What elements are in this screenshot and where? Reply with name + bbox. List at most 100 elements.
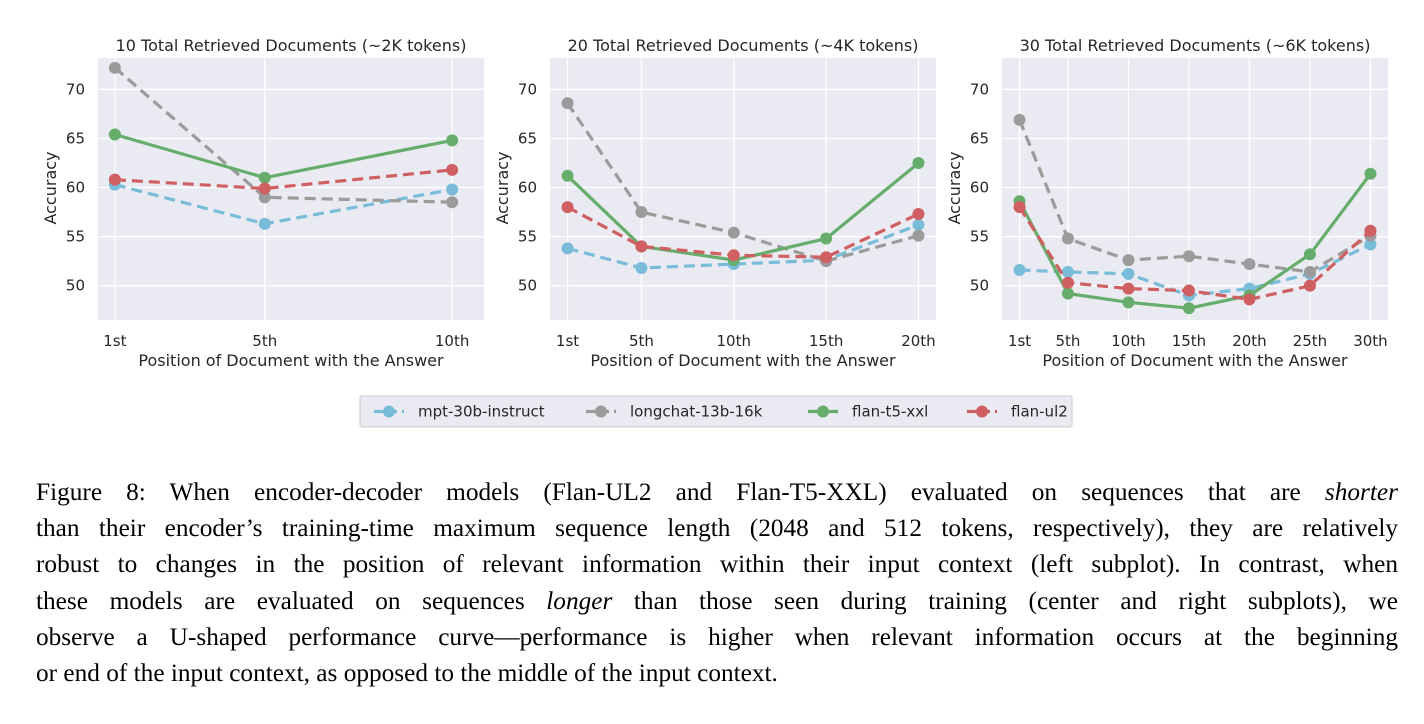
caption-line-4: these models are evaluated on sequences … (36, 583, 1398, 619)
y-tick-label: 65 (970, 129, 989, 147)
data-point (1122, 282, 1135, 295)
x-tick-label: 10th (717, 332, 751, 350)
legend-label: longchat-13b-16k (630, 403, 763, 421)
data-point (446, 163, 459, 176)
data-point (635, 206, 648, 219)
x-tick-label: 15th (809, 332, 843, 350)
caption-line-5: observe a U-shaped performance curve—per… (36, 622, 1398, 651)
legend-entry-longchat-13b-16k: longchat-13b-16k (586, 403, 763, 421)
legend-marker (383, 405, 395, 418)
x-tick-label: 10th (435, 332, 469, 350)
data-point (561, 169, 574, 182)
data-point (108, 173, 121, 186)
x-axis-label: Position of Document with the Answer (138, 351, 444, 370)
caption-text: these models are evaluated on sequences (36, 586, 547, 615)
data-point (258, 171, 271, 184)
data-point (561, 242, 574, 255)
data-point (1061, 265, 1074, 278)
data-point (727, 226, 740, 239)
legend-label: flan-ul2 (1011, 403, 1068, 421)
x-tick-label: 20th (1232, 332, 1266, 350)
y-tick-label: 55 (518, 228, 537, 246)
x-tick-label: 25th (1293, 332, 1327, 350)
y-tick-label: 65 (518, 129, 537, 147)
legend-items: mpt-30b-instruct longchat-13b-16k flan-t5-… (374, 403, 1068, 421)
y-tick-label: 60 (518, 179, 537, 197)
data-point (108, 128, 121, 141)
x-tick-label: 10th (1111, 332, 1145, 350)
legend-entry-flan-t5-xxl: flan-t5-xxl (808, 403, 928, 421)
x-axis-label: Position of Document with the Answer (1042, 351, 1348, 370)
data-point (1364, 238, 1377, 251)
series-longchat-13b-16k (108, 61, 459, 209)
figure: 50 55 60 65 70 1st 5th 10th 10 Total Retrieved D… (41, 36, 1388, 428)
data-point (1182, 250, 1195, 263)
data-point (561, 201, 574, 214)
data-point (1243, 258, 1256, 271)
data-point (258, 217, 271, 230)
y-tick-label: 70 (518, 80, 537, 98)
y-tick-label: 55 (66, 228, 85, 246)
data-point (1013, 201, 1026, 214)
data-point (727, 249, 740, 262)
y-tick-label: 60 (970, 179, 989, 197)
series-flan-t5-xxl (1013, 167, 1377, 315)
legend-entry-flan-ul2: flan-ul2 (967, 403, 1068, 421)
data-point (1364, 224, 1377, 237)
data-point (1013, 113, 1026, 126)
data-point (1364, 167, 1377, 180)
x-tick-label: 15th (1172, 332, 1206, 350)
legend-frame (359, 395, 1073, 428)
subplot-1: 50 55 60 65 70 1st 5th 10th 10 Total Retrieved D… (41, 36, 484, 370)
data-point (912, 218, 925, 231)
y-tick-label: 70 (970, 80, 989, 98)
data-point (635, 240, 648, 253)
y-axis-label: Accuracy (41, 151, 60, 224)
series-flan-ul2 (1013, 201, 1377, 306)
data-point (1122, 267, 1135, 280)
subplot-2: 50 55 60 65 70 1st 5th 10th 15th 20th 20 Total Ret… (493, 36, 936, 370)
data-point (1182, 284, 1195, 297)
caption-emphasis-longer: longer (546, 586, 613, 615)
plot-area (550, 58, 936, 320)
data-point (912, 208, 925, 221)
data-point (1061, 276, 1074, 289)
legend: mpt-30b-instruct longchat-13b-16k flan-t5-… (359, 395, 1073, 428)
y-tick-label: 50 (518, 277, 537, 295)
caption-text: than those seen during training (center … (612, 586, 1398, 615)
data-point (912, 229, 925, 242)
y-tick-label: 60 (66, 179, 85, 197)
caption-line-1: Figure 8: When encoder-decoder models (F… (36, 474, 1398, 510)
legend-entry-mpt-30b-instruct: mpt-30b-instruct (374, 403, 545, 421)
data-point (1303, 248, 1316, 261)
chart-figure: 50 55 60 65 70 1st 5th 10th 10 Total Retrieved D… (41, 36, 1388, 428)
subplot-title: 20 Total Retrieved Documents (~4K tokens… (568, 36, 919, 55)
x-tick-label: 5th (629, 332, 654, 350)
data-point (1013, 263, 1026, 276)
data-point (446, 134, 459, 147)
data-point (1243, 293, 1256, 306)
data-point (820, 251, 833, 264)
subplot-3: 50 55 60 65 70 1st 5th 10th 15th 20th 25th 30th 30 T… (945, 36, 1388, 370)
caption-line-3: robust to changes in the position of rel… (36, 550, 1398, 579)
x-axis-label: Position of Document with the Answer (590, 351, 896, 370)
data-point (635, 261, 648, 274)
data-point (820, 232, 833, 245)
data-point (1303, 265, 1316, 278)
legend-label: flan-t5-xxl (852, 403, 928, 421)
data-point (258, 182, 271, 195)
data-point (1061, 287, 1074, 300)
y-tick-label: 50 (66, 277, 85, 295)
data-point (258, 191, 271, 204)
series-flan-t5-xxl (108, 128, 459, 184)
caption-line-2: than their encoder’s training-time maxim… (36, 514, 1398, 543)
data-point (446, 183, 459, 196)
x-tick-label: 1st (1008, 332, 1031, 350)
x-tick-label: 30th (1353, 332, 1387, 350)
x-tick-label: 1st (103, 332, 126, 350)
x-tick-label: 20th (901, 332, 935, 350)
caption-text: Figure 8: When encoder-decoder models (F… (36, 478, 1325, 506)
series-flan-ul2 (108, 163, 459, 195)
series-line (114, 168, 453, 191)
y-tick-label: 55 (970, 228, 989, 246)
